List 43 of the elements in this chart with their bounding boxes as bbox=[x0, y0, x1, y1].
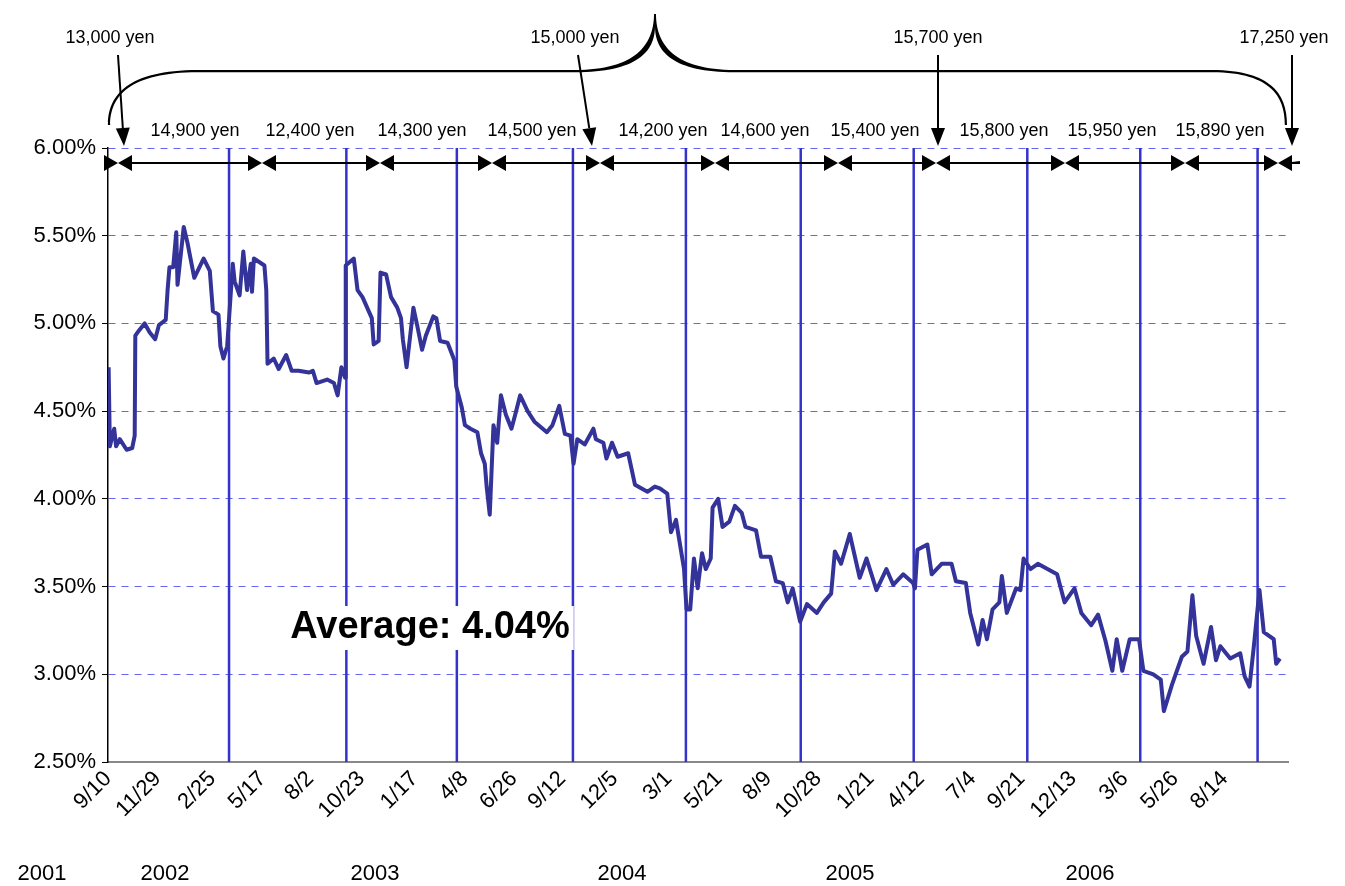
text: 2001 bbox=[17, 860, 67, 886]
text: 15,890 yen bbox=[1175, 119, 1265, 140]
x-tick-label: 8/2 bbox=[278, 765, 319, 805]
text: 13,000 yen bbox=[65, 26, 155, 47]
text: 14,600 yen bbox=[720, 119, 810, 140]
x-tick-label: 1/21 bbox=[830, 765, 879, 814]
text: 15,400 yen bbox=[830, 119, 920, 140]
text: 14,500 yen bbox=[487, 119, 577, 140]
annotation: Average: 4.04% bbox=[290, 604, 570, 647]
text: 14,300 yen bbox=[377, 119, 467, 140]
y-tick-label: 2.50% bbox=[33, 748, 96, 774]
y-tick-label: 5.50% bbox=[33, 221, 96, 247]
x-tick-label: 9/21 bbox=[981, 765, 1030, 814]
text: 12,400 yen bbox=[265, 119, 355, 140]
text: 2002 bbox=[140, 860, 190, 886]
y-tick-label: 4.50% bbox=[33, 397, 96, 423]
text: 2005 bbox=[825, 860, 875, 886]
x-tick-label: 8/14 bbox=[1184, 765, 1233, 814]
x-tick-label: 9/12 bbox=[522, 765, 571, 814]
text: 2003 bbox=[350, 860, 400, 886]
y-tick-label: 3.50% bbox=[33, 572, 96, 598]
text: 15,700 yen bbox=[893, 26, 983, 47]
text: 17,250 yen bbox=[1239, 26, 1329, 47]
x-tick-label: 8/9 bbox=[736, 765, 777, 805]
y-tick-label: 3.00% bbox=[33, 660, 96, 686]
text: 15,800 yen bbox=[959, 119, 1049, 140]
x-tick-label: 4/12 bbox=[881, 765, 929, 814]
y-tick-label: 6.00% bbox=[33, 134, 96, 160]
x-tick-label: 3/1 bbox=[637, 765, 677, 805]
y-tick-label: 5.00% bbox=[33, 309, 96, 335]
text: 2006 bbox=[1065, 860, 1115, 886]
x-tick-label: 4/8 bbox=[433, 765, 473, 805]
text: 15,000 yen bbox=[530, 26, 620, 47]
x-tick-label: 5/26 bbox=[1134, 765, 1183, 814]
x-tick-label: 7/4 bbox=[941, 765, 981, 805]
text: 14,900 yen bbox=[150, 119, 240, 140]
text: 2004 bbox=[597, 860, 647, 886]
y-tick-label: 4.00% bbox=[33, 484, 96, 510]
x-tick-label: 3/6 bbox=[1093, 765, 1133, 805]
text: 15,950 yen bbox=[1067, 119, 1157, 140]
text: 14,200 yen bbox=[618, 119, 708, 140]
x-tick-label: 6/26 bbox=[473, 765, 522, 814]
x-tick-label: 5/21 bbox=[678, 765, 727, 814]
